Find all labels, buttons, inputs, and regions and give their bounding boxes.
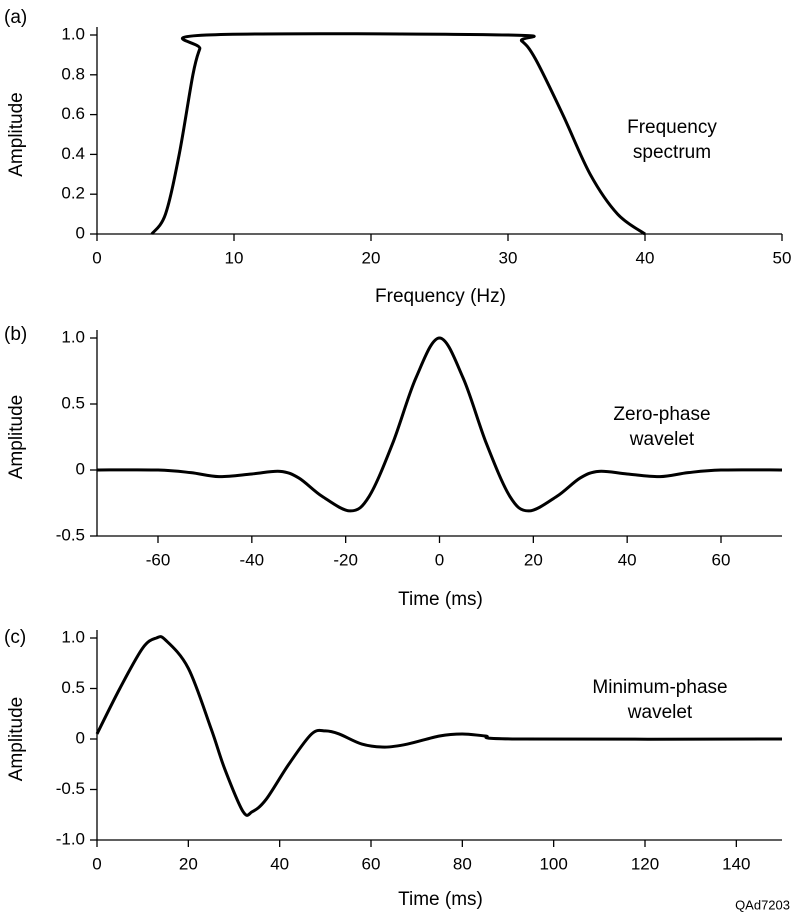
x-tick-label: 120	[631, 854, 659, 873]
y-tick-label: 0	[76, 728, 85, 747]
x-tick-label: -60	[146, 550, 171, 569]
y-axis-label: Amplitude	[6, 395, 27, 480]
y-tick-label: 0.2	[61, 184, 85, 203]
y-tick-label: 0	[76, 223, 85, 242]
x-tick-label: 10	[225, 248, 244, 267]
curve	[95, 635, 783, 817]
y-tick-label: -1.0	[56, 829, 85, 848]
x-tick-label: 140	[722, 854, 750, 873]
annotation: wavelet	[629, 429, 695, 450]
x-tick-label: 20	[524, 550, 543, 569]
y-tick-label: 0.5	[61, 678, 85, 697]
x-axis-label: Time (ms)	[398, 889, 483, 910]
y-tick-label: -0.5	[56, 779, 85, 798]
y-tick-label: -0.5	[56, 525, 85, 544]
y-tick-label: 0.4	[61, 144, 85, 163]
annotation: Zero-phase	[613, 404, 710, 425]
x-tick-label: 40	[636, 248, 655, 267]
x-tick-label: -20	[333, 550, 358, 569]
x-tick-label: 50	[773, 248, 792, 267]
y-tick-label: 1.0	[61, 627, 85, 646]
x-tick-label: 30	[499, 248, 518, 267]
y-tick-label: 1.0	[61, 24, 85, 43]
y-tick-label: 1.0	[61, 327, 85, 346]
curve	[96, 336, 783, 513]
x-tick-label: 40	[270, 854, 289, 873]
x-tick-label: -40	[240, 550, 265, 569]
annotation: spectrum	[633, 142, 711, 163]
y-tick-label: 0.5	[61, 393, 85, 412]
x-tick-label: 100	[539, 854, 567, 873]
x-tick-label: 20	[362, 248, 381, 267]
x-tick-label: 20	[179, 854, 198, 873]
x-tick-label: 60	[362, 854, 381, 873]
x-tick-label: 80	[453, 854, 472, 873]
panel-label: (c)	[4, 627, 26, 648]
annotation: Frequency	[627, 117, 717, 138]
x-tick-label: 0	[435, 550, 444, 569]
annotation: Minimum-phase	[592, 677, 727, 698]
x-axis-label: Frequency (Hz)	[375, 286, 506, 307]
x-tick-label: 0	[92, 248, 101, 267]
curve	[150, 32, 646, 236]
x-tick-label: 0	[92, 854, 101, 873]
figure-code: QAd7203	[735, 897, 790, 912]
y-axis-label: Amplitude	[6, 92, 27, 177]
y-axis-label: Amplitude	[6, 697, 27, 782]
y-tick-label: 0	[76, 459, 85, 478]
panel-label: (a)	[4, 7, 27, 28]
panel-label: (b)	[4, 324, 27, 345]
x-tick-label: 40	[618, 550, 637, 569]
x-axis-label: Time (ms)	[398, 589, 483, 610]
x-tick-label: 60	[712, 550, 731, 569]
y-tick-label: 0.8	[61, 64, 85, 83]
y-tick-label: 0.6	[61, 104, 85, 123]
annotation: wavelet	[627, 702, 693, 723]
